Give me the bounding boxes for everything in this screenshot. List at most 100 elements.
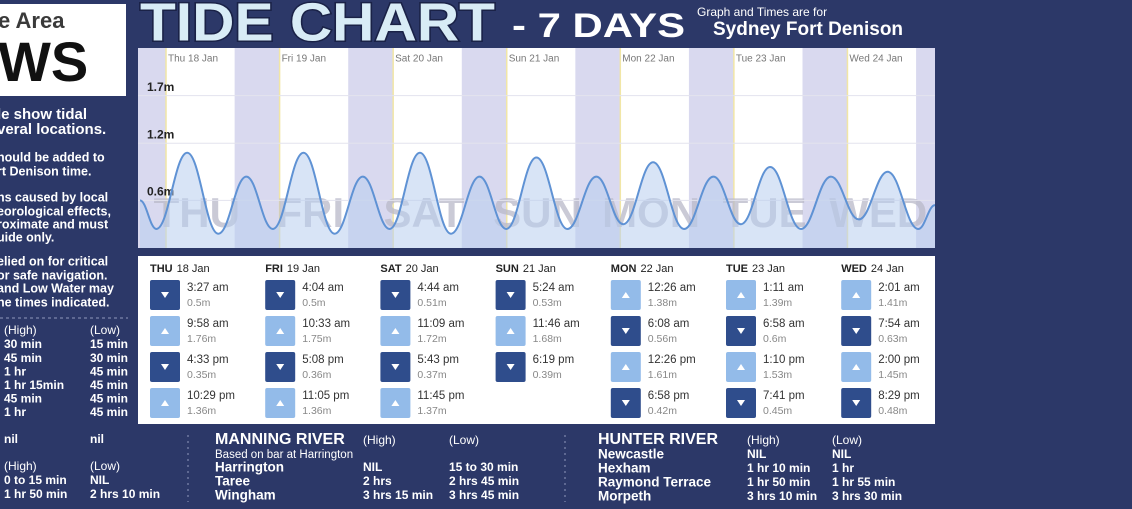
tide-time: 2:01 am — [878, 282, 920, 294]
day-label: Tue 23 Jan — [736, 54, 786, 65]
day-name: TUE — [726, 263, 748, 275]
title-suffix: - 7 DAYS — [512, 7, 685, 45]
table-cell: 1 hr 50 min — [747, 475, 810, 489]
location: Sydney Fort Denison — [713, 19, 903, 40]
table-cell: NIL — [90, 473, 109, 487]
info-line: veral locations. — [0, 121, 106, 138]
day-header: WED 24 Jan — [841, 263, 904, 275]
day-label: Fri 19 Jan — [282, 54, 326, 65]
tide-arrow — [276, 364, 285, 370]
tide-arrow — [391, 400, 400, 406]
tide-height: 1.53m — [763, 369, 792, 381]
day-date: 19 Jan — [287, 263, 320, 275]
place-name: Morpeth — [598, 489, 651, 504]
tide-time: 6:19 pm — [533, 354, 575, 366]
table-cell: 15 to 30 min — [449, 460, 518, 474]
table-cell: 45 min — [90, 378, 128, 392]
info-line: roximate and must — [0, 217, 109, 231]
table-cell: nil — [4, 432, 18, 446]
tide-height: 1.36m — [187, 405, 216, 417]
tide-arrow — [621, 328, 630, 334]
tide-arrow — [391, 292, 400, 298]
table-cell: NIL — [832, 447, 851, 461]
table-cell: 3 hrs 30 min — [832, 489, 902, 503]
table-cell: 1 hr 15min — [4, 378, 64, 392]
tide-height: 0.48m — [878, 405, 907, 417]
tide-arrow — [621, 364, 630, 370]
tide-time: 12:26 am — [648, 282, 696, 294]
place-name: Hexham — [598, 461, 651, 476]
river-title: HUNTER RIVER — [598, 431, 718, 448]
day-name: SUN — [496, 263, 519, 275]
table-header: (High) — [4, 459, 37, 473]
day-header: THU 18 Jan — [150, 263, 210, 275]
table-header: (Low) — [832, 433, 862, 447]
table-cell: 45 min — [90, 405, 128, 419]
tide-height: 0.36m — [302, 369, 331, 381]
table-cell: 30 min — [4, 337, 42, 351]
day-label: Thu 18 Jan — [168, 54, 218, 65]
day-name: FRI — [265, 263, 283, 275]
tide-height: 0.37m — [417, 369, 446, 381]
tide-height: 0.39m — [533, 369, 562, 381]
table-cell: 45 min — [4, 351, 42, 365]
tide-height: 0.45m — [763, 405, 792, 417]
tide-arrow — [276, 400, 285, 406]
tide-height: 1.45m — [878, 369, 907, 381]
info-line: le show tidal — [0, 106, 87, 123]
tide-time: 10:29 pm — [187, 390, 235, 402]
tide-time: 11:46 am — [533, 318, 580, 330]
tide-height: 0.53m — [533, 297, 562, 309]
info-line: or safe navigation. — [0, 268, 107, 282]
tide-arrow — [621, 400, 630, 406]
tide-height: 0.35m — [187, 369, 216, 381]
place-name: Taree — [215, 474, 251, 489]
tide-arrow — [621, 292, 630, 298]
tide-height: 0.5m — [187, 297, 211, 309]
day-label: Sat 20 Jan — [395, 54, 443, 65]
info-line: elied on for critical — [0, 254, 108, 268]
tide-time: 4:44 am — [417, 282, 459, 294]
tide-height: 0.56m — [648, 333, 677, 345]
info-line: uide only. — [0, 230, 54, 244]
night-band — [916, 48, 935, 248]
table-header: (Low) — [90, 459, 120, 473]
table-cell: 3 hrs 10 min — [747, 489, 817, 503]
tide-time: 1:11 am — [763, 282, 804, 294]
table-cell: NIL — [363, 460, 382, 474]
day-header: SUN 21 Jan — [496, 263, 556, 275]
tide-time: 11:09 am — [417, 318, 464, 330]
tide-area — [140, 152, 935, 248]
tide-time: 12:26 pm — [648, 354, 696, 366]
table-cell: 2 hrs — [363, 474, 392, 488]
day-date: 22 Jan — [640, 263, 673, 275]
table-cell: 0 to 15 min — [4, 473, 67, 487]
logo-box — [0, 4, 126, 96]
day-name: MON — [611, 263, 637, 275]
tide-height: 1.38m — [648, 297, 677, 309]
tide-arrow — [276, 328, 285, 334]
tide-time: 6:58 am — [763, 318, 805, 330]
tide-arrow — [391, 328, 400, 334]
tide-height: 1.61m — [648, 369, 677, 381]
tide-height: 1.41m — [878, 297, 907, 309]
tide-time: 6:08 am — [648, 318, 690, 330]
y-tick-label: 1.7m — [147, 80, 174, 94]
table-cell: 45 min — [90, 364, 128, 378]
table-cell: 45 min — [4, 392, 42, 406]
table-cell: 1 hr — [4, 364, 26, 378]
place-name: Newcastle — [598, 447, 665, 462]
table-header: (High) — [4, 323, 37, 337]
tide-arrow — [852, 328, 861, 334]
y-tick-label: 1.2m — [147, 127, 174, 141]
tide-height: 1.75m — [302, 333, 331, 345]
day-name: THU — [150, 263, 173, 275]
day-label: Wed 24 Jan — [849, 54, 902, 65]
day-label: Mon 22 Jan — [622, 54, 674, 65]
tide-time: 3:27 am — [187, 282, 229, 294]
tide-time: 7:41 pm — [763, 390, 805, 402]
table-cell: NIL — [747, 447, 766, 461]
tide-arrow — [161, 292, 169, 298]
tide-time: 2:00 pm — [878, 354, 920, 366]
